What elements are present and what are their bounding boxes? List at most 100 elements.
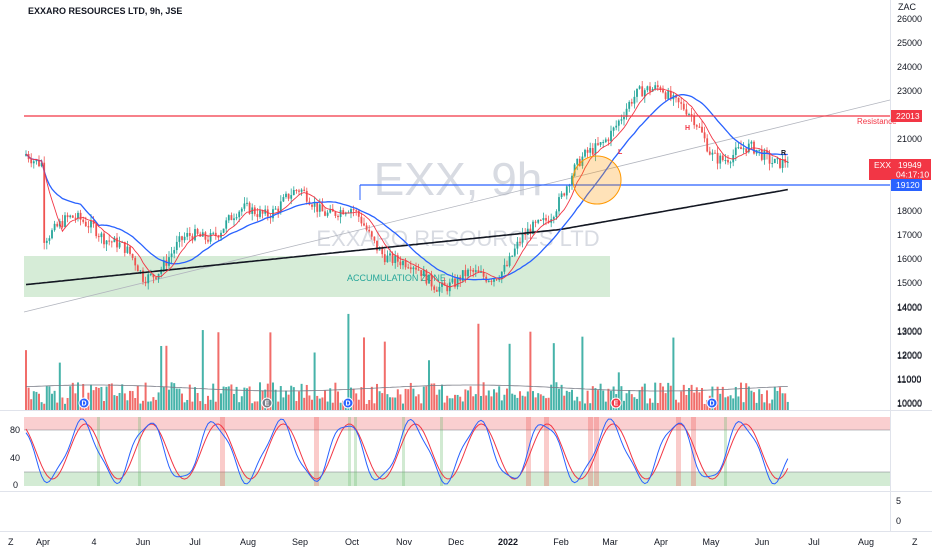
candle-body [292, 189, 295, 196]
volume-bar [638, 390, 641, 410]
candle-body [71, 215, 74, 218]
volume-bar [209, 399, 212, 410]
candle-body [285, 193, 287, 198]
volume-bar [61, 397, 64, 410]
time-tick-label: Apr [36, 537, 50, 547]
volume-bar [38, 393, 40, 410]
zoom-icon[interactable]: Z [912, 537, 918, 547]
candle-body [446, 285, 449, 292]
candle-body [456, 276, 459, 287]
candle-body [191, 235, 194, 241]
volume-tick-label: 13000 [897, 327, 922, 337]
volume-bar [51, 393, 53, 410]
candle-body [576, 158, 579, 165]
volume-bar [238, 402, 241, 410]
volume-bar [402, 403, 404, 410]
volume-bar [373, 403, 376, 410]
candle-body [103, 233, 105, 245]
volume-bar [625, 393, 628, 410]
candle-body [394, 255, 397, 263]
candle-body [77, 212, 79, 219]
event-earnings[interactable]: E [610, 397, 622, 409]
candle-body [404, 261, 407, 268]
candle-body [365, 225, 368, 230]
volume-bar [300, 383, 303, 410]
time-tick-label: May [702, 537, 720, 547]
volume-bar [77, 382, 79, 410]
volume-bar [235, 386, 238, 410]
candle-body [373, 236, 376, 241]
trendline[interactable] [23, 99, 891, 313]
time-tick-label: Apr [654, 537, 668, 547]
candle-body [186, 233, 189, 237]
volume-bar [194, 387, 196, 410]
volume-bar [360, 387, 363, 410]
candle-body [233, 218, 235, 221]
candle-body [235, 217, 238, 219]
timezone-icon[interactable]: Z [8, 537, 14, 547]
candle-body [220, 232, 222, 238]
stoch-signal-highlight [354, 417, 357, 486]
event-dividend[interactable]: D [342, 397, 354, 409]
volume-bar [108, 384, 111, 410]
volume-bar [246, 388, 248, 410]
candle-body [472, 269, 475, 272]
volume-bar [727, 396, 729, 410]
volume-bar [786, 401, 789, 410]
candle-body [326, 212, 329, 216]
candle-body [641, 86, 644, 97]
stoch-tick-80: 80 [10, 425, 20, 435]
stoch-d-line [25, 423, 789, 480]
volume-bar [773, 386, 776, 410]
volume-bar [334, 382, 337, 410]
volume-bar [222, 386, 225, 410]
candle-body [469, 269, 472, 271]
candle-body [547, 220, 550, 223]
volume-bar [659, 382, 662, 410]
volume-bar [324, 390, 326, 410]
accumulation-zone[interactable] [24, 256, 610, 297]
event-dividend[interactable]: D [78, 397, 90, 409]
candle-body [604, 139, 607, 143]
volume-bar [742, 402, 745, 410]
volume-bar [103, 401, 105, 410]
candle-body [667, 90, 670, 99]
price-scale[interactable]: 2600025000240002300022000210002000019000… [897, 14, 922, 409]
candle-body [118, 242, 121, 248]
candle-body [277, 208, 280, 212]
volume-bar [178, 388, 181, 410]
candle-body [760, 149, 763, 160]
time-scale[interactable]: Apr 4 Jun Jul Aug Sep Oct Nov Dec 2022 Feb Mar Apr Ma… [36, 537, 874, 547]
volume-bar [490, 396, 493, 410]
volume-bar [760, 393, 763, 410]
candle-body [425, 270, 428, 284]
stoch-signal-highlight [440, 417, 443, 486]
candle-body [742, 148, 745, 150]
candle-body [300, 189, 303, 192]
volume-bar [641, 386, 644, 410]
volume-bar [285, 390, 287, 410]
candle-body [612, 127, 615, 131]
breakout-highlight[interactable] [572, 155, 622, 205]
stoch-signal-highlight [348, 417, 351, 486]
volume-bar [589, 403, 592, 410]
price-tick-label: 12000 [897, 350, 922, 360]
candle-body [134, 257, 137, 266]
candle-body [669, 90, 672, 100]
volume-bar [677, 402, 680, 410]
volume-bar [256, 401, 259, 410]
volume-bar [53, 390, 56, 410]
price-panel[interactable] [0, 0, 890, 410]
event-earnings[interactable]: E [261, 397, 273, 409]
candle-body [693, 115, 696, 126]
candle-body [295, 189, 298, 191]
candle-body [136, 265, 139, 272]
candle-body [175, 241, 178, 251]
event-dividend[interactable]: D [706, 397, 718, 409]
volume-bar [766, 390, 768, 410]
candle-body [139, 270, 142, 272]
volume-bar [435, 394, 438, 410]
volume-bar [160, 345, 163, 410]
candle-body [152, 274, 155, 278]
price-tick-label: 25000 [897, 38, 922, 48]
